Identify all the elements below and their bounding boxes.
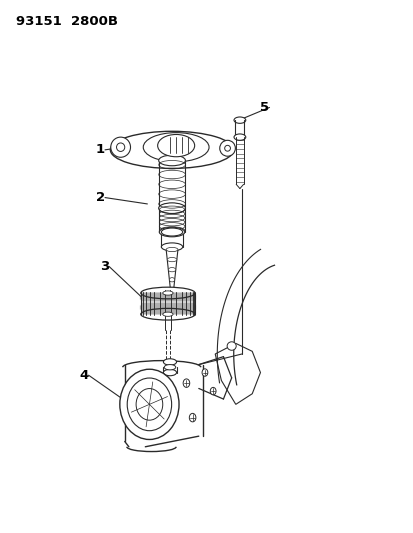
Text: 3: 3 — [100, 260, 109, 273]
Ellipse shape — [189, 414, 195, 422]
Ellipse shape — [143, 133, 209, 162]
Ellipse shape — [224, 146, 230, 151]
Ellipse shape — [227, 342, 236, 350]
Ellipse shape — [127, 378, 171, 431]
Ellipse shape — [163, 369, 176, 376]
Text: 2: 2 — [95, 191, 104, 204]
Ellipse shape — [168, 268, 176, 272]
Ellipse shape — [159, 227, 184, 237]
Ellipse shape — [233, 134, 245, 140]
Ellipse shape — [136, 389, 162, 420]
Ellipse shape — [157, 134, 194, 157]
Ellipse shape — [111, 137, 130, 157]
Ellipse shape — [169, 278, 174, 282]
Ellipse shape — [119, 369, 178, 440]
Ellipse shape — [162, 291, 173, 295]
Ellipse shape — [219, 140, 235, 156]
Ellipse shape — [161, 243, 182, 251]
Ellipse shape — [116, 143, 124, 151]
Ellipse shape — [167, 257, 176, 262]
Text: 4: 4 — [79, 369, 88, 382]
Ellipse shape — [110, 131, 233, 168]
Ellipse shape — [140, 309, 195, 320]
Ellipse shape — [166, 247, 178, 252]
Ellipse shape — [164, 365, 176, 370]
Polygon shape — [215, 343, 260, 405]
Ellipse shape — [162, 312, 173, 317]
Ellipse shape — [159, 204, 184, 213]
Ellipse shape — [158, 155, 185, 166]
Ellipse shape — [183, 379, 189, 387]
Ellipse shape — [161, 228, 182, 236]
Text: 5: 5 — [259, 101, 268, 114]
Ellipse shape — [202, 369, 207, 376]
Ellipse shape — [158, 203, 185, 214]
Ellipse shape — [233, 117, 245, 123]
Text: 93151  2800B: 93151 2800B — [16, 14, 117, 28]
Ellipse shape — [140, 287, 195, 299]
Ellipse shape — [163, 359, 176, 365]
Ellipse shape — [210, 387, 216, 395]
Text: 1: 1 — [95, 143, 104, 156]
